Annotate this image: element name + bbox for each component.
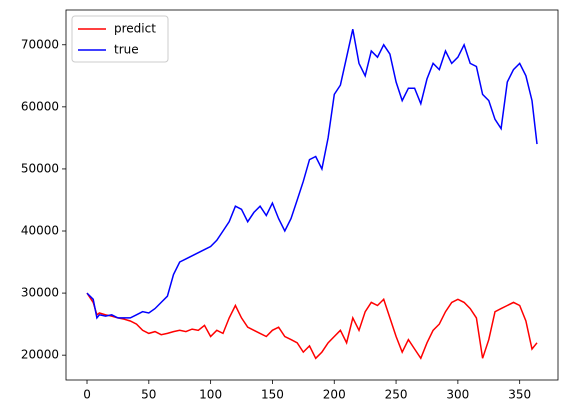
y-tick-label: 50000	[21, 161, 59, 175]
y-tick-label: 40000	[21, 224, 59, 238]
legend-label: true	[114, 43, 139, 57]
x-tick-label: 0	[83, 388, 91, 402]
data-line	[86, 292, 538, 360]
x-tick-label: 200	[323, 388, 346, 402]
y-tick-label: 20000	[21, 348, 59, 362]
x-tick-label: 300	[446, 388, 469, 402]
x-tick-label: 100	[199, 388, 222, 402]
legend-label: predict	[114, 22, 156, 36]
x-tick-label: 50	[141, 388, 156, 402]
y-tick-label: 70000	[21, 37, 59, 51]
x-tick-label: 250	[385, 388, 408, 402]
x-tick-label: 350	[508, 388, 531, 402]
axes-frame	[65, 9, 559, 381]
y-tick-label: 30000	[21, 286, 59, 300]
y-tick-label: 60000	[21, 99, 59, 113]
x-tick-label: 150	[261, 388, 284, 402]
data-line	[86, 29, 538, 320]
